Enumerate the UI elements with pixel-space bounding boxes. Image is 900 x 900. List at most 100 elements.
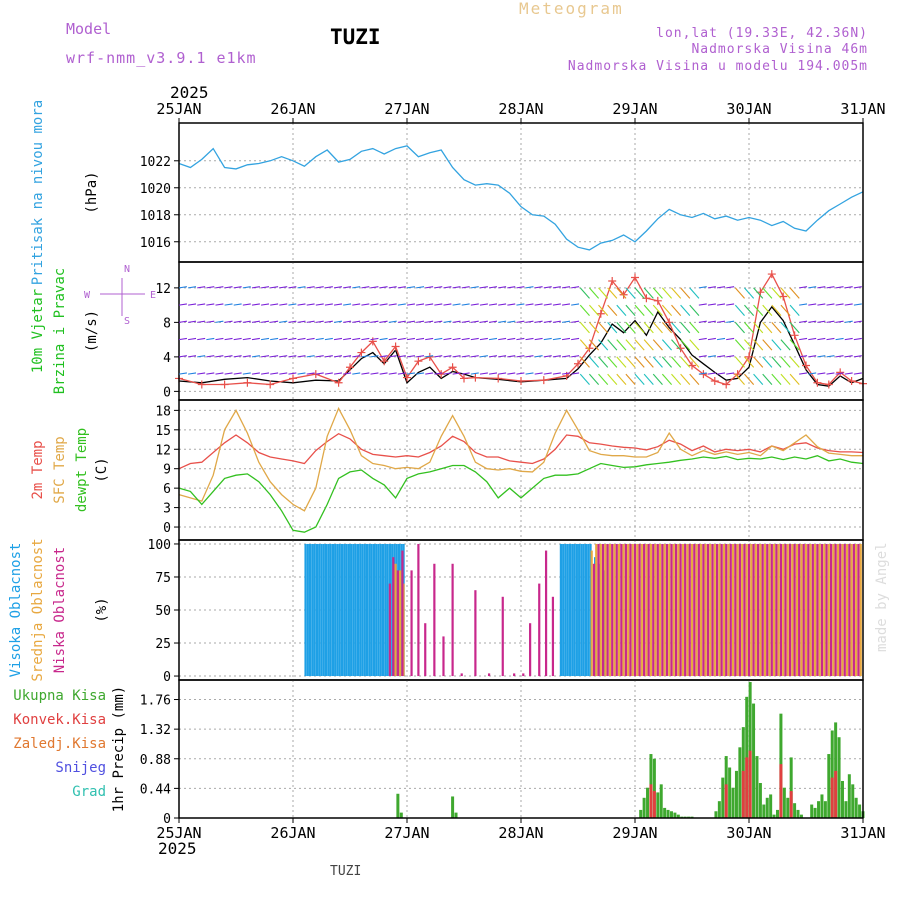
wind-arrow — [498, 372, 507, 375]
wind-arrow — [233, 372, 242, 375]
wind-arrow — [543, 303, 552, 306]
wind-arrow — [507, 320, 516, 323]
wind-arrow — [753, 287, 764, 299]
bar-clouds — [738, 543, 741, 677]
wind-arrow — [762, 287, 773, 299]
wind-arrow — [233, 303, 242, 306]
bar-precipitation — [669, 811, 673, 818]
bar-clouds — [786, 543, 789, 677]
wind-arrow — [625, 287, 636, 299]
bar-precipitation — [758, 782, 762, 818]
bar-clouds — [674, 543, 678, 677]
wind-arrow — [652, 339, 663, 351]
bar-clouds — [395, 543, 398, 677]
wind-arrow — [579, 287, 590, 299]
wind-arrow — [260, 286, 270, 289]
gust-point — [460, 374, 468, 383]
legend-entry: Zaledj.Kisa — [13, 736, 106, 752]
gust-point — [414, 357, 423, 366]
bar-clouds — [793, 543, 796, 677]
wind-arrow — [671, 304, 682, 317]
bar-clouds — [575, 543, 578, 677]
bar-precipitation — [717, 801, 721, 818]
wind-arrow — [206, 286, 215, 289]
meteogram-title: Meteogram — [519, 0, 624, 18]
wind-arrow — [680, 356, 691, 368]
wind-arrow — [461, 303, 470, 306]
wind-arrow — [661, 322, 673, 334]
wind-arrow — [543, 320, 552, 323]
wind-arrow — [689, 339, 700, 351]
ytick-label: 0.44 — [140, 782, 171, 797]
gust-point — [790, 331, 799, 340]
ytick-label: 0 — [163, 385, 171, 400]
wind-arrow — [598, 304, 609, 317]
wind-arrow — [844, 372, 853, 375]
bar-clouds — [522, 673, 525, 677]
bar-clouds — [684, 543, 687, 677]
wind-arrow — [671, 287, 682, 299]
legend-entry: Ukupna Kisa — [13, 688, 106, 704]
gust-point — [539, 376, 548, 385]
bar-clouds — [363, 543, 366, 677]
wind-arrow — [343, 320, 352, 323]
wind-arrow — [835, 303, 844, 306]
wind-arrow — [652, 304, 663, 317]
gust-point — [448, 363, 457, 372]
ytick-label: 15 — [155, 424, 171, 439]
wind-arrow — [661, 287, 673, 299]
wind-arrow — [434, 355, 443, 358]
bar-clouds — [688, 543, 691, 677]
ytick-label: 12 — [155, 282, 171, 297]
wind-arrow — [251, 355, 260, 358]
wind-arrow — [242, 372, 251, 375]
bar-clouds — [613, 543, 616, 677]
wind-arrow — [434, 303, 443, 306]
gust-point — [517, 377, 525, 386]
xtick-label-bottom: 25JAN — [156, 824, 201, 842]
wind-arrow — [808, 286, 817, 289]
wind-arrow — [488, 372, 498, 375]
wind-arrow — [260, 303, 270, 306]
ytick-label: 100 — [148, 538, 171, 553]
bar-clouds — [709, 543, 712, 677]
bar-clouds — [590, 550, 593, 677]
bar-clouds — [757, 543, 760, 677]
bar-clouds — [640, 543, 643, 677]
bar-clouds — [381, 543, 385, 677]
wind-arrow — [789, 287, 800, 299]
gust-point — [197, 380, 206, 389]
gust-point — [574, 359, 582, 368]
wind-arrow — [315, 355, 324, 358]
wind-arrow — [251, 372, 260, 375]
ylabel-clouds: Visoka Oblacnost — [8, 543, 24, 678]
wind-arrow — [625, 356, 636, 368]
wind-arrow — [379, 303, 388, 306]
bar-clouds — [538, 583, 541, 677]
wind-arrow — [552, 320, 561, 323]
bar-clouds — [686, 543, 689, 677]
bar-clouds — [759, 543, 762, 677]
bar-clouds — [573, 543, 576, 677]
wind-arrow — [771, 339, 782, 351]
bar-clouds — [777, 543, 780, 677]
bar-clouds — [727, 543, 730, 677]
wind-arrow — [844, 355, 853, 358]
bar-precipitation — [646, 787, 650, 818]
bar-clouds — [734, 543, 737, 677]
wind-arrow — [689, 287, 700, 299]
wind-arrow — [370, 303, 379, 306]
wind-arrow — [434, 286, 443, 289]
bar-precipitation — [738, 747, 742, 818]
year-top: 2025 — [170, 83, 209, 102]
bar-precipitation — [721, 777, 725, 818]
bar-precipitation — [663, 807, 667, 818]
ytick-label: 0.88 — [140, 753, 171, 768]
bar-clouds — [562, 543, 565, 677]
wind-arrow — [826, 372, 835, 375]
wind-arrow — [826, 337, 835, 341]
wind-arrow — [242, 303, 251, 306]
bar-clouds — [399, 570, 402, 677]
gust-point — [619, 290, 628, 299]
wind-arrow — [416, 286, 425, 289]
